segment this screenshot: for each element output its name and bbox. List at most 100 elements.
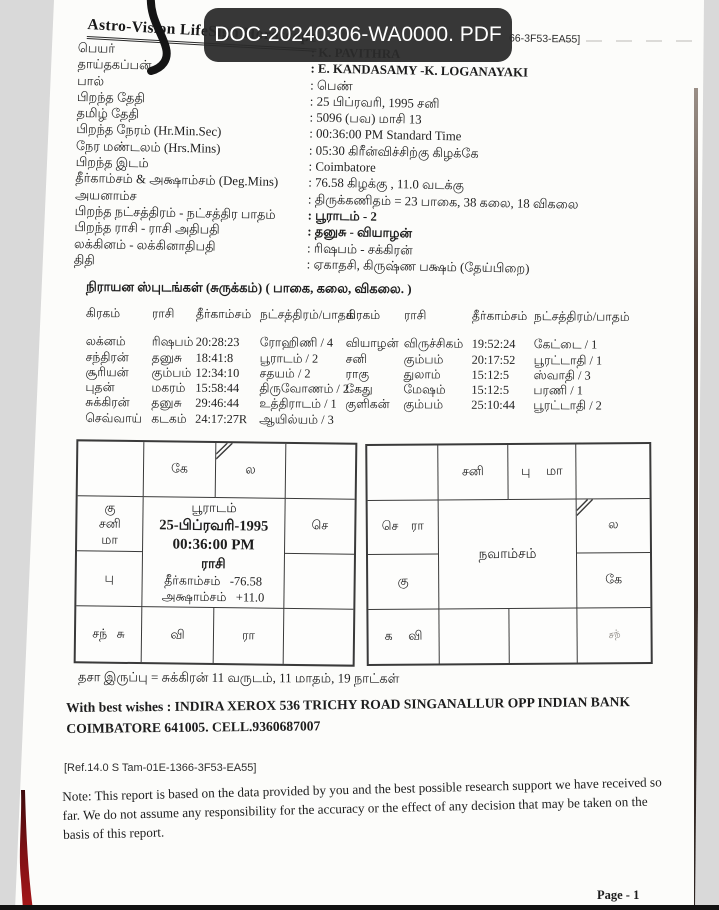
filename-toast-label: DOC-20240306-WA0000. PDF [214,23,502,46]
cell: மேஷம் [403,382,446,397]
cell: சூரியன் [85,364,129,380]
cell: செவ்வாய் [85,410,143,426]
col-header: கிரகம் [85,306,121,321]
lagna-corner-icon [216,443,233,460]
cell: 20:17:52 [471,352,516,367]
detail-value: ஏகாதசி, கிருஷ்ண பக்ஷம் (தேய்பிறை) [307,257,529,278]
detail-value: Coimbatore [308,160,376,178]
col-header: தீர்காம்சம் [471,308,528,324]
table-row: செவ்வாய் கடகம் 24:17:27R ஆயில்யம் / 3 [85,411,621,430]
cell: கடகம் [151,411,187,426]
rasi-chart: கே ல கு சனி மா பூராடம் 25-பிப்ரவரி-1995 … [73,439,358,667]
cell: விருச்சிகம் [403,336,464,351]
cell-text: ரா [241,627,256,642]
cell-text: கு [397,573,409,588]
cell: ராகு [345,366,370,381]
center-time: 00:36:00 PM [172,536,255,554]
cell-text: சந் சு [92,626,125,641]
detail-value: பெண் [310,78,353,95]
rasi-cell: ரா [213,607,285,664]
cell: ஆயில்யம் / 3 [259,411,334,427]
detail-value: பூராடம் - 2 [308,208,377,226]
center-longitude: தீர்காம்சம் -76.58 [164,573,263,589]
nav-cell: சனி [438,445,509,500]
center-latitude: அக்ஷாம்சம் +11.0 [161,589,265,605]
cell-text: ல [245,462,256,477]
nav-center: நவாம்சம் [438,499,578,609]
cell [471,413,533,429]
cell: மகரம் [151,380,186,395]
cell: திருவோணம் / 2 [259,381,350,397]
cell: துலாம் [403,367,441,382]
cell: சுக்கிரன் [85,395,130,410]
rasi-cell: வி [141,607,215,663]
rasi-cell [284,609,354,665]
birth-details: பெயர்K. PAVITHRA தாய்தகப்பன்E. KANDASAMY… [74,41,653,280]
cell-text: கு [104,500,116,515]
nav-cell [367,445,439,501]
detail-label: திதி [73,252,95,268]
rasi-cell: கு சனி மா [77,496,144,553]
cell: பரணி / 1 [533,383,583,398]
cell: பூரட்டாதி / 1 [533,352,603,368]
cell-text: ல [608,517,619,532]
viewer-bottom-bar [0,905,719,910]
col-header: தீர்காம்சம் [195,306,252,322]
cell-text: சனி [461,463,484,479]
nav-cell: பு மா [508,444,577,500]
cell-text: செ ரா [381,518,424,534]
cell: லக்னம் [85,334,126,349]
cell-text: செ [311,518,329,533]
rasi-cell: கே [143,442,217,498]
nav-cell-lagna: ல [576,498,650,554]
center-date: 25-பிப்ரவரி-1995 [159,517,269,535]
cell-text: மா [101,532,119,547]
disclaimer-note: Note: This report is based on the data p… [62,774,662,843]
cell-text: வி [170,626,185,642]
cell: 15:12:5 [471,382,510,398]
cell: குளிகன் [345,397,390,412]
nav-cell: கு [368,554,440,610]
navamsa-chart: சனி பு மா செ ரா நவாம்சம் ல கு கே க வி சந… [365,442,653,666]
cell: கேட்டை / 1 [533,337,598,352]
cell: ரிஷபம் [151,334,194,350]
cell: சந்திரன் [85,349,129,364]
filename-toast: DOC-20240306-WA0000. PDF [204,8,512,62]
cell-text: பு [104,570,114,585]
rasi-cell [77,441,145,498]
planet-table-header: கிரகம் ராசி தீர்காம்சம் நட்சத்திரம்/பாதம… [85,306,630,325]
lagna-corner-icon [576,498,594,516]
ref-line: [Ref.14.0 S Tam-01E-1366-3F53-EA55] [64,762,257,774]
cell-text: பு மா [521,463,563,478]
col-header: ராசி [151,306,175,321]
nav-cell [439,608,510,664]
col-header: ராசி [403,308,427,323]
cell: புதன் [85,380,115,395]
pen-mark [146,0,171,75]
cell: பூராடம் / 2 [259,350,319,366]
cell: சதயம் / 2 [259,366,311,381]
detail-value: ரிஷபம் - சக்கிரன் [307,241,413,259]
rasi-cell-lagna: ல [215,443,287,499]
rasi-cell: பு [76,551,144,608]
cell: 18:41:8 [195,350,234,365]
ref-fragment: 66-3F53-EA55] [508,32,581,46]
cell [533,414,621,431]
col-header: கிரகம் [345,307,381,323]
rasi-center: பூராடம் 25-பிப்ரவரி-1995 00:36:00 PM ராச… [142,497,286,609]
nav-cell [576,444,650,500]
cell: 24:17:27R [195,411,248,426]
cell: கேது [345,382,373,397]
rasi-cell: சந் சு [75,606,143,663]
nav-cell [509,608,578,663]
cell [345,413,403,429]
cell: 15:12:5 [471,367,510,382]
cell [403,413,471,429]
rasi-cell: செ [284,498,355,555]
dasa-balance-line: தசா இருப்பு = சுக்கிரன் 11 வருடம், 11 மா… [77,669,400,686]
cell: சனி [345,351,368,366]
cell: 12:34:10 [195,365,240,380]
planet-table-title: நிராயன ஸ்புடங்கள் (சுருக்கம்) ( பாகை, கல… [85,278,412,297]
cell: உத்திராடம் / 1 [259,396,337,412]
